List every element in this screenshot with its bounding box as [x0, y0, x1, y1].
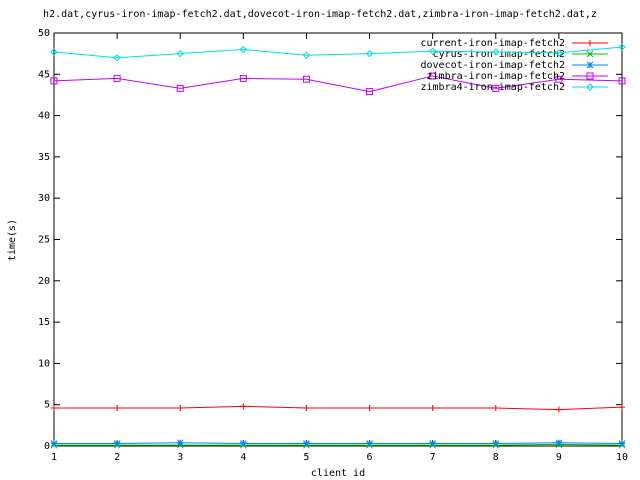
marker	[239, 440, 247, 447]
y-tick-label: 5	[44, 400, 50, 411]
marker	[492, 48, 500, 56]
marker	[555, 49, 563, 57]
legend-label: zimbra-iron-imap-fetch2	[427, 71, 565, 82]
marker	[50, 77, 58, 85]
x-tick-label: 1	[51, 452, 57, 463]
marker	[492, 405, 499, 412]
series-line	[54, 405, 623, 411]
marker	[365, 49, 374, 58]
series-line	[54, 443, 623, 446]
marker	[50, 440, 58, 447]
marker	[177, 405, 184, 412]
legend-label: zimbra4-iron-imap-fetch2	[421, 82, 566, 93]
marker	[586, 72, 594, 80]
legend-label: cyrus-iron-imap-fetch2	[433, 49, 565, 60]
x-tick-label: 2	[114, 452, 120, 463]
y-tick-label: 50	[38, 28, 50, 39]
legend-label: current-iron-imap-fetch2	[421, 38, 566, 49]
series-line	[54, 442, 623, 445]
x-tick-label: 9	[556, 452, 562, 463]
marker	[176, 439, 184, 447]
chart-title: h2.dat,cyrus-iron-imap-fetch2.dat,doveco…	[43, 9, 597, 20]
marker	[618, 77, 626, 85]
x-axis-label: client id	[311, 468, 365, 479]
marker	[176, 49, 184, 58]
marker	[429, 440, 437, 447]
y-tick-label: 40	[38, 111, 50, 122]
marker	[587, 40, 593, 46]
y-tick-label: 15	[38, 317, 50, 328]
series-line	[53, 46, 623, 59]
x-tick-label: 6	[367, 452, 373, 463]
marker	[428, 47, 437, 55]
y-tick-label: 30	[38, 193, 50, 204]
marker	[586, 50, 594, 58]
marker	[302, 75, 310, 83]
marker	[429, 405, 436, 412]
marker	[586, 61, 594, 69]
x-tick-label: 10	[616, 452, 628, 463]
y-tick-label: 35	[38, 152, 50, 163]
marker	[366, 405, 373, 412]
marker	[366, 88, 374, 96]
x-tick-label: 5	[303, 452, 309, 463]
y-tick-label: 25	[38, 235, 50, 246]
marker	[239, 45, 248, 54]
x-tick-label: 7	[430, 452, 436, 463]
marker	[176, 84, 184, 92]
y-tick-label: 20	[38, 276, 50, 287]
marker	[618, 440, 626, 447]
marker	[586, 83, 594, 91]
marker	[619, 404, 625, 411]
marker	[618, 43, 626, 51]
x-tick-label: 4	[240, 452, 246, 463]
marker	[429, 72, 437, 80]
marker	[555, 75, 563, 83]
y-tick-label: 45	[38, 69, 50, 80]
marker	[239, 74, 247, 82]
series-line	[53, 75, 623, 93]
marker	[492, 440, 500, 447]
marker	[113, 54, 121, 62]
y-tick-label: 10	[38, 358, 50, 369]
marker	[240, 403, 247, 410]
marker	[492, 84, 500, 92]
marker	[302, 51, 311, 60]
marker	[303, 405, 310, 412]
legend-label: dovecot-iron-imap-fetch2	[421, 60, 566, 71]
plot-frame	[53, 32, 623, 447]
x-tick-label: 3	[177, 452, 183, 463]
y-axis-label: time(s)	[7, 219, 18, 261]
marker	[50, 48, 58, 56]
marker	[303, 440, 310, 447]
y-tick-label: 0	[44, 441, 50, 452]
marker	[366, 440, 373, 447]
marker	[113, 440, 121, 447]
marker	[555, 439, 563, 447]
marker	[114, 405, 121, 412]
x-tick-label: 8	[493, 452, 499, 463]
marker	[113, 74, 121, 82]
marker	[51, 405, 57, 412]
marker	[555, 406, 562, 413]
